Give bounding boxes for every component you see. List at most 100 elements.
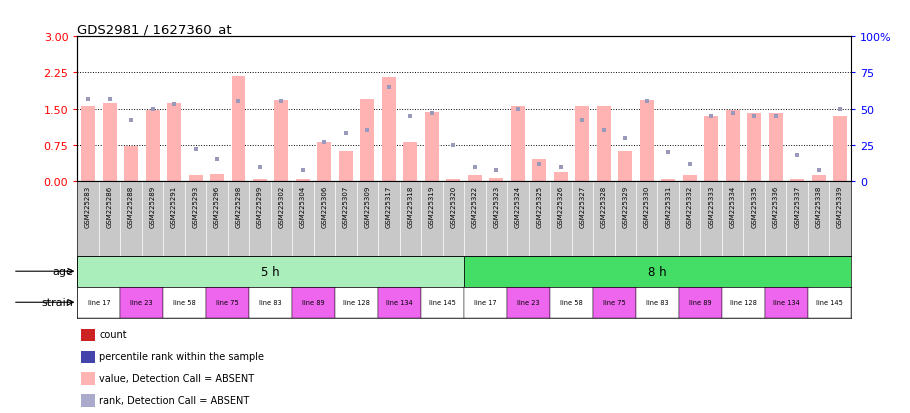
Text: percentile rank within the sample: percentile rank within the sample (99, 351, 264, 361)
Bar (468, 176, 481, 182)
Text: line 145: line 145 (430, 299, 456, 306)
Text: GSM225283: GSM225283 (86, 185, 91, 228)
Bar (210, 175, 224, 182)
Text: line 83: line 83 (259, 299, 282, 306)
Text: GSM225330: GSM225330 (643, 185, 650, 228)
Bar (747, 113, 761, 182)
Text: GSM225327: GSM225327 (580, 185, 585, 228)
Text: line 89: line 89 (302, 299, 325, 306)
Bar (725, 110, 740, 182)
Bar (679, 287, 722, 318)
Text: age: age (52, 266, 73, 277)
Bar (124, 147, 138, 182)
Bar (81, 351, 96, 363)
Bar (81, 329, 96, 342)
Point (511, 106, 525, 113)
Point (833, 106, 847, 113)
Point (596, 128, 611, 135)
Bar (339, 152, 353, 182)
Point (360, 128, 375, 135)
Text: line 17: line 17 (474, 299, 497, 306)
Point (81, 96, 96, 103)
Text: GSM225318: GSM225318 (408, 185, 413, 228)
Text: GSM225331: GSM225331 (665, 185, 672, 228)
Point (188, 147, 203, 153)
Text: line 145: line 145 (816, 299, 843, 306)
Text: GSM225304: GSM225304 (300, 185, 306, 228)
Point (253, 164, 268, 171)
Point (661, 150, 675, 156)
Bar (403, 142, 418, 182)
Point (102, 96, 116, 103)
Text: GSM225319: GSM225319 (429, 185, 435, 228)
Text: GSM225307: GSM225307 (343, 185, 349, 228)
Bar (81, 107, 95, 182)
Bar (597, 107, 611, 182)
Bar (296, 179, 310, 182)
Bar (379, 287, 421, 318)
Point (725, 111, 740, 117)
Bar (163, 287, 207, 318)
Point (790, 152, 804, 159)
Text: GDS2981 / 1627360_at: GDS2981 / 1627360_at (77, 23, 232, 36)
Bar (360, 100, 374, 182)
Bar (790, 179, 804, 182)
Bar (464, 256, 851, 287)
Point (381, 85, 396, 91)
Bar (425, 113, 439, 182)
Bar (618, 152, 632, 182)
Text: GSM225302: GSM225302 (278, 185, 285, 228)
Bar (231, 77, 246, 182)
Bar (253, 179, 267, 182)
Text: GSM225326: GSM225326 (558, 185, 564, 228)
Text: GSM225324: GSM225324 (515, 185, 521, 228)
Point (231, 99, 246, 105)
Text: GSM225339: GSM225339 (837, 185, 843, 228)
Text: GSM225322: GSM225322 (472, 185, 478, 228)
Point (704, 113, 719, 120)
Bar (382, 78, 396, 182)
Point (425, 111, 440, 117)
Text: GSM225328: GSM225328 (601, 185, 607, 228)
Text: line 89: line 89 (689, 299, 712, 306)
Point (318, 140, 332, 146)
Text: rank, Detection Call = ABSENT: rank, Detection Call = ABSENT (99, 395, 249, 405)
Bar (318, 142, 331, 182)
Bar (532, 160, 546, 182)
Text: GSM225306: GSM225306 (321, 185, 328, 228)
Bar (77, 287, 120, 318)
Text: GSM225323: GSM225323 (493, 185, 500, 228)
Text: line 75: line 75 (603, 299, 626, 306)
Point (167, 102, 181, 109)
Bar (207, 287, 249, 318)
Bar (636, 287, 679, 318)
Point (768, 113, 783, 120)
Text: value, Detection Call = ABSENT: value, Detection Call = ABSENT (99, 373, 254, 383)
Text: 8 h: 8 h (648, 265, 667, 278)
Point (146, 106, 160, 113)
Bar (167, 104, 181, 182)
Bar (554, 173, 568, 182)
Bar (421, 287, 464, 318)
Text: GSM225317: GSM225317 (386, 185, 392, 228)
Bar (550, 287, 593, 318)
Text: GSM225335: GSM225335 (751, 185, 757, 228)
Bar (769, 113, 783, 182)
Point (124, 118, 138, 124)
Bar (275, 101, 288, 182)
Point (532, 161, 547, 168)
Point (296, 167, 310, 173)
Point (274, 99, 288, 105)
Text: line 134: line 134 (773, 299, 800, 306)
Text: GSM225337: GSM225337 (794, 185, 800, 228)
Text: line 23: line 23 (130, 299, 153, 306)
Text: GSM225332: GSM225332 (687, 185, 693, 228)
Text: GSM225336: GSM225336 (773, 185, 779, 228)
Point (575, 118, 590, 124)
Point (747, 113, 762, 120)
Bar (575, 107, 590, 182)
Bar (834, 116, 847, 182)
Text: GSM225309: GSM225309 (364, 185, 370, 228)
Point (640, 99, 654, 105)
Text: count: count (99, 330, 126, 339)
